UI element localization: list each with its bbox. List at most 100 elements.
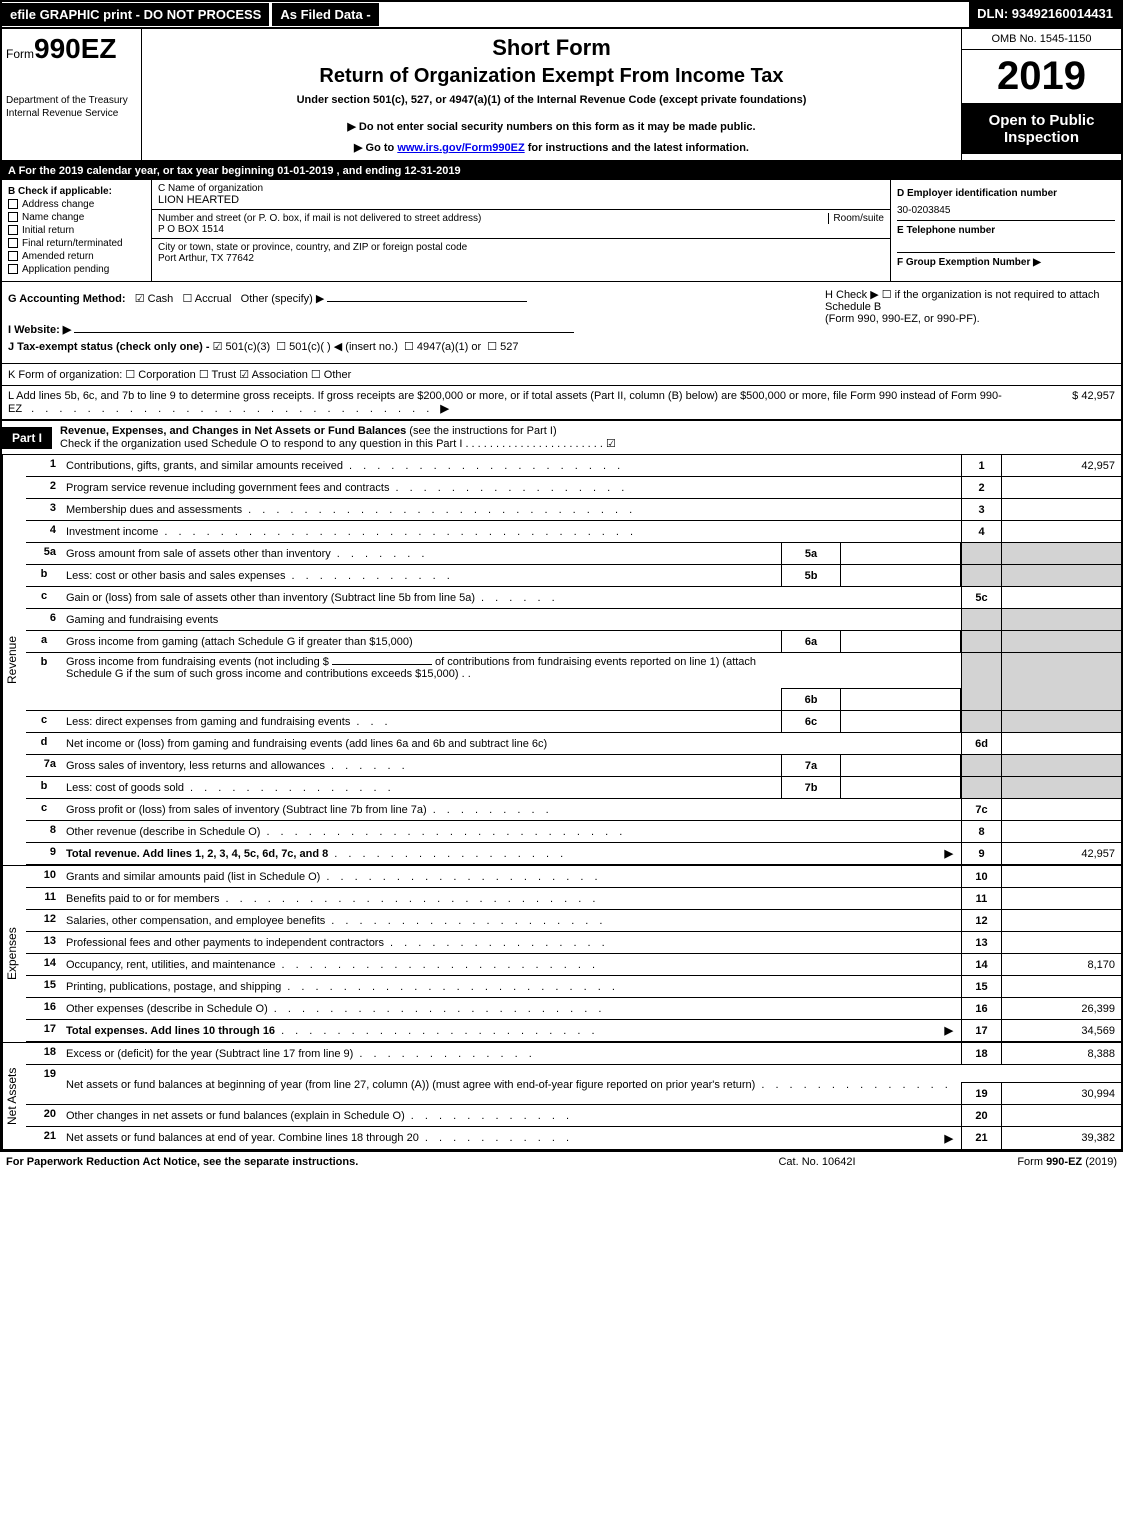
right-num: 4	[961, 521, 1001, 542]
phone-label: E Telephone number	[897, 225, 995, 236]
dept-treasury: Department of the Treasury	[6, 95, 137, 106]
section-gh: G Accounting Method: ☑ Cash ☐ Accrual Ot…	[2, 282, 1121, 364]
line-5c: c Gain or (loss) from sale of assets oth…	[26, 587, 1121, 609]
right-num-shaded	[961, 543, 1001, 564]
desc-text-1: Gross income from fundraising events (no…	[66, 656, 329, 668]
dots: . . . . . . . . . . . . .	[359, 1048, 957, 1060]
right-val-shaded	[1001, 565, 1121, 586]
expenses-side-label: Expenses	[2, 866, 26, 1042]
tax-year: 2019	[962, 50, 1121, 104]
checkbox-address[interactable]	[8, 199, 18, 209]
right-val	[1001, 799, 1121, 820]
desc-text: Gross amount from sale of assets other t…	[66, 548, 331, 560]
phone-row: E Telephone number	[897, 221, 1115, 253]
right-val-shaded	[1001, 543, 1121, 564]
right-val: 42,957	[1001, 455, 1121, 476]
right-num-shaded	[961, 755, 1001, 776]
line-desc: Occupancy, rent, utilities, and maintena…	[62, 954, 961, 975]
desc-text: Net assets or fund balances at end of ye…	[66, 1132, 419, 1144]
line-desc: Gross income from gaming (attach Schedul…	[62, 631, 781, 652]
checkbox-amended[interactable]	[8, 251, 18, 261]
dots: . . . . . . . . . . . . . . . . . . . . …	[266, 826, 957, 838]
revenue-side-label: Revenue	[2, 455, 26, 865]
line-20: 20 Other changes in net assets or fund b…	[26, 1105, 1121, 1127]
desc-text: Gross profit or (loss) from sales of inv…	[66, 804, 427, 816]
part1-check: Check if the organization used Schedule …	[60, 438, 462, 450]
line-num: 4	[26, 521, 62, 542]
right-val: 39,382	[1001, 1127, 1121, 1149]
dots: . . . . . . . . . . . .	[292, 570, 777, 582]
right-num: 18	[961, 1043, 1001, 1064]
line-16: 16 Other expenses (describe in Schedule …	[26, 998, 1121, 1020]
dots: . . . . . . . . . . . . . . . . . . . . …	[282, 959, 957, 971]
right-val: 34,569	[1001, 1020, 1121, 1041]
part1-title: Revenue, Expenses, and Changes in Net As…	[52, 421, 1121, 454]
goto-prefix: ▶ Go to	[354, 142, 397, 154]
footer-right: Form 990-EZ (2019)	[917, 1156, 1117, 1168]
line-7b: b Less: cost of goods sold. . . . . . . …	[26, 777, 1121, 799]
city-value: Port Arthur, TX 77642	[158, 253, 884, 264]
right-val	[1001, 888, 1121, 909]
under-section: Under section 501(c), 527, or 4947(a)(1)…	[148, 94, 955, 106]
street-value: P O BOX 1514	[158, 224, 884, 235]
line-6d: d Net income or (loss) from gaming and f…	[26, 733, 1121, 755]
efile-label: efile GRAPHIC print - DO NOT PROCESS	[2, 3, 269, 26]
footer-left: For Paperwork Reduction Act Notice, see …	[6, 1156, 717, 1168]
right-num: 8	[961, 821, 1001, 842]
line-7c: c Gross profit or (loss) from sales of i…	[26, 799, 1121, 821]
short-form-title: Short Form	[148, 35, 955, 61]
accrual-label: Accrual	[195, 293, 232, 305]
line-desc: Contributions, gifts, grants, and simila…	[62, 455, 961, 476]
line-3: 3 Membership dues and assessments. . . .…	[26, 499, 1121, 521]
street-label: Number and street (or P. O. box, if mail…	[158, 213, 828, 224]
dots: . . . . . . . . . . . . . . . . . . . . …	[274, 1003, 957, 1015]
desc-text: Net income or (loss) from gaming and fun…	[66, 738, 547, 750]
checkbox-initial[interactable]	[8, 225, 18, 235]
revenue-lines: 1 Contributions, gifts, grants, and simi…	[26, 455, 1121, 865]
line-l-text: L Add lines 5b, 6c, and 7b to line 9 to …	[8, 390, 1015, 415]
line-num: 16	[26, 998, 62, 1019]
checkbox-name[interactable]	[8, 212, 18, 222]
dots: . . . . . . . . .	[433, 804, 957, 816]
checkbox-final[interactable]	[8, 238, 18, 248]
desc-text: Other changes in net assets or fund bala…	[66, 1110, 405, 1122]
line-num: 5a	[26, 543, 62, 564]
right-num: 9	[961, 843, 1001, 864]
org-name-row: C Name of organization LION HEARTED	[152, 180, 890, 210]
right-num: 10	[961, 866, 1001, 887]
line-desc: Gross profit or (loss) from sales of inv…	[62, 799, 961, 820]
line-desc: Other expenses (describe in Schedule O).…	[62, 998, 961, 1019]
line-desc: Total expenses. Add lines 10 through 16.…	[62, 1020, 961, 1041]
line-desc: Benefits paid to or for members. . . . .…	[62, 888, 961, 909]
top-bar: efile GRAPHIC print - DO NOT PROCESS As …	[2, 2, 1121, 29]
line-8: 8 Other revenue (describe in Schedule O)…	[26, 821, 1121, 843]
sub-val	[841, 631, 961, 652]
header-center: Short Form Return of Organization Exempt…	[142, 29, 961, 160]
right-num: 20	[961, 1105, 1001, 1126]
section-b: B Check if applicable: Address change Na…	[2, 180, 152, 281]
checkbox-pending[interactable]	[8, 264, 18, 274]
ein-value: 30-0203845	[897, 205, 1115, 216]
line-num: 3	[26, 499, 62, 520]
sub-num: 6b	[781, 688, 841, 710]
dots: . . . . . . . . . . . . . . . . . . . .	[331, 915, 957, 927]
goto-suffix: for instructions and the latest informat…	[525, 142, 749, 154]
dots: . . . . . . . . . . . . . . .	[190, 782, 777, 794]
accounting-line: G Accounting Method: ☑ Cash ☐ Accrual Ot…	[8, 292, 815, 305]
line-1: 1 Contributions, gifts, grants, and simi…	[26, 455, 1121, 477]
street-row: Number and street (or P. O. box, if mail…	[152, 210, 890, 239]
dots: . . . . . . . . . . . . . . . . . . . . …	[281, 1025, 940, 1037]
sub-num: 6c	[781, 711, 841, 732]
right-val: 8,388	[1001, 1043, 1121, 1064]
line-6: 6 Gaming and fundraising events	[26, 609, 1121, 631]
desc-text: Total revenue. Add lines 1, 2, 3, 4, 5c,…	[66, 848, 328, 860]
sub-val	[841, 711, 961, 732]
line-num: 9	[26, 843, 62, 864]
dots: . . . . . . . . . . . . . . . . .	[395, 482, 957, 494]
goto-link[interactable]: www.irs.gov/Form990EZ	[397, 142, 524, 154]
line-21: 21 Net assets or fund balances at end of…	[26, 1127, 1121, 1149]
right-val	[1001, 1105, 1121, 1126]
sub-val	[841, 543, 961, 564]
line-desc: Gaming and fundraising events	[62, 609, 961, 630]
line-num: 10	[26, 866, 62, 887]
